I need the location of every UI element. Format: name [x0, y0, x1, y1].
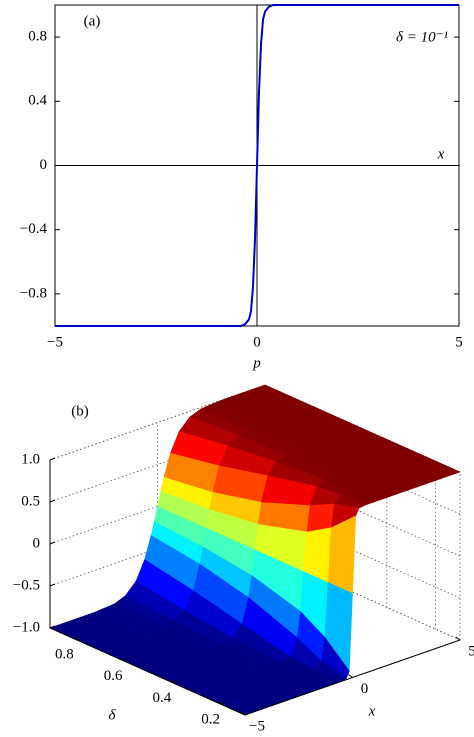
- y-tick: [122, 658, 129, 662]
- y-tick-label: −0.4: [20, 221, 48, 237]
- z-tick: [49, 499, 56, 503]
- x-tick-label: 5: [455, 334, 463, 350]
- x-tick-label: 5: [468, 643, 474, 659]
- y-axis: [49, 627, 246, 716]
- y-tick-label: 0: [40, 157, 48, 173]
- x-tick: [348, 674, 353, 678]
- x-axis-label: p: [252, 355, 261, 371]
- z-tick-label: −0.5: [13, 577, 40, 593]
- panel-label: (b): [71, 403, 89, 419]
- y-tick: [220, 701, 226, 705]
- x-tick-label: −5: [47, 334, 63, 350]
- y-axis-label: δ: [109, 707, 117, 723]
- z-tick-label: −1.0: [13, 619, 40, 635]
- z-tick-label: 0: [33, 535, 41, 551]
- surface-patch: [327, 515, 357, 594]
- x-tick-label: 0: [361, 681, 369, 697]
- x-tick: [455, 636, 461, 641]
- z-tick: [49, 541, 56, 545]
- data-line: [55, 4, 459, 327]
- z-tick: [49, 625, 56, 629]
- y-tick-label: 0.2: [201, 712, 220, 728]
- x-tick-label: −5: [249, 718, 265, 734]
- annotation: x: [437, 146, 445, 162]
- y-tick-label: 0.4: [28, 93, 47, 109]
- annotation: δ = 10⁻¹: [396, 29, 449, 45]
- z-tick-label: 0.5: [21, 493, 40, 509]
- y-tick: [171, 679, 178, 683]
- y-tick-label: 0.8: [28, 29, 47, 45]
- z-tick: [49, 457, 56, 461]
- z-tick: [49, 583, 56, 587]
- x-tick-label: 0: [253, 334, 261, 350]
- y-tick-label: 0.4: [153, 690, 172, 706]
- y-tick-label: 0.8: [55, 646, 74, 662]
- x-tick: [240, 711, 246, 716]
- y-tick-label: −0.8: [20, 285, 47, 301]
- y-tick: [74, 636, 80, 640]
- panel-label: (a): [84, 13, 101, 29]
- y-tick-label: 0.6: [104, 668, 123, 684]
- z-tick-label: 1.0: [21, 451, 40, 467]
- x-axis-label: x: [368, 703, 376, 719]
